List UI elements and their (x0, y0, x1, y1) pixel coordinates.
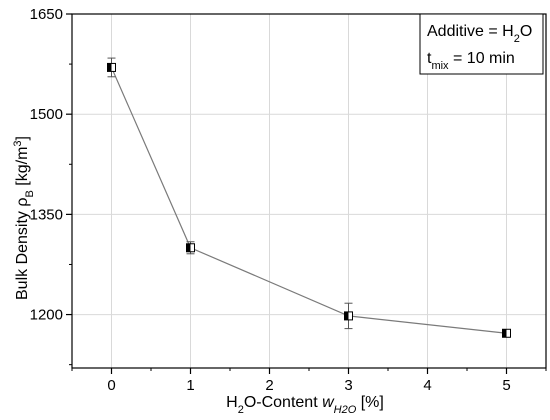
legend: Additive = H2O tmix = 10 min (419, 13, 544, 75)
x-tick-label: 2 (265, 377, 273, 394)
y-tick-label: 1500 (30, 106, 63, 123)
y-tick-label: 1350 (30, 206, 63, 223)
marker-half-fill (344, 311, 349, 320)
y-axis-title: Bulk Density ρB [kg/m3] (12, 136, 36, 300)
x-tick-label: 1 (186, 377, 194, 394)
data-point (344, 302, 353, 330)
data-point (502, 328, 511, 338)
legend-box (419, 13, 544, 75)
legend-line-additive: Additive = H2O (427, 23, 532, 45)
y-tick-label: 1200 (30, 307, 63, 324)
x-tick-label: 3 (344, 377, 352, 394)
axis-ticks: 0 1 2 3 4 5 1200 1350 1500 1650 (30, 6, 547, 394)
x-axis-title: H2O-Content wH2O [%] (226, 394, 384, 416)
marker-half-fill (107, 63, 112, 72)
legend-line-tmix: tmix = 10 min (427, 50, 515, 72)
data-point (107, 57, 116, 78)
x-tick-label: 4 (423, 377, 431, 394)
marker-half-fill (186, 243, 191, 252)
series-line (110, 67, 507, 334)
data-series (107, 57, 511, 338)
x-tick-label: 0 (107, 377, 115, 394)
data-point (186, 241, 195, 255)
y-tick-label: 1650 (30, 6, 63, 23)
x-tick-label: 5 (502, 377, 510, 394)
marker-half-fill (502, 329, 507, 338)
